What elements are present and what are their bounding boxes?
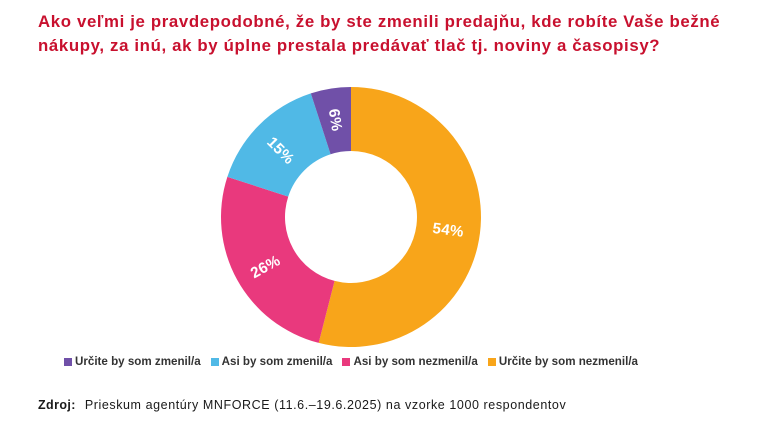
- svg-text:54%: 54%: [432, 220, 465, 241]
- svg-text:6%: 6%: [325, 108, 345, 133]
